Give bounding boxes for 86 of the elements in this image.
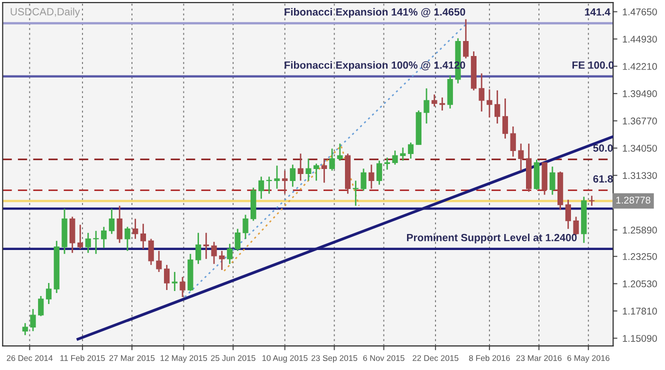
candlestick — [180, 276, 186, 298]
y-tick-label: 1.39490 — [622, 90, 657, 98]
x-tick-label: 10 Aug 2015 — [262, 355, 308, 363]
candlestick — [266, 176, 272, 194]
candlestick — [337, 142, 343, 162]
candlestick — [77, 224, 84, 250]
candlestick — [486, 88, 492, 118]
candlestick — [140, 223, 146, 250]
candlestick — [352, 180, 358, 206]
y-tick-label: 1.34050 — [622, 144, 657, 152]
candlestick — [314, 162, 320, 182]
x-tick-label: 22 Dec 2015 — [412, 355, 458, 361]
annotation: Prominent Support Level at 1.2400 — [407, 234, 577, 244]
candlestick — [195, 232, 202, 265]
candlestick — [226, 243, 233, 265]
candlestick — [494, 90, 500, 124]
y-tick-label: 1.23250 — [622, 253, 657, 260]
candlestick — [258, 176, 264, 200]
x-tick-label: 23 Mar 2016 — [516, 355, 562, 361]
candlestick — [203, 232, 209, 260]
candlestick — [439, 96, 446, 112]
x-tick-label: 6 May 2016 — [567, 355, 610, 363]
x-tick-label: 27 Mar 2015 — [109, 355, 155, 361]
candlestick — [46, 282, 52, 305]
candlestick — [38, 295, 44, 317]
candlestick — [298, 152, 304, 182]
candlestick — [132, 218, 138, 240]
candlestick — [588, 195, 595, 206]
candlestick — [424, 88, 430, 124]
candlestick — [510, 126, 516, 158]
candlestick — [368, 164, 374, 190]
candlestick — [274, 164, 280, 190]
candlestick — [432, 94, 438, 108]
candlestick — [124, 226, 130, 252]
x-tick-label: 26 Dec 2014 — [6, 355, 53, 361]
candlestick — [164, 264, 170, 291]
candlestick — [101, 226, 107, 249]
x-tick-label: 23 Sep 2015 — [311, 355, 358, 363]
x-tick-label: 11 Feb 2015 — [60, 354, 105, 361]
candlestick — [565, 199, 571, 230]
candlestick — [321, 158, 328, 184]
annotation: Fibonacci Expansion 141% @ 1.4650 — [284, 8, 466, 18]
y-tick-label: 1.31330 — [622, 172, 657, 179]
candlestick — [463, 18, 469, 60]
candlestick — [242, 214, 248, 240]
candlestick — [234, 228, 240, 252]
candlestick — [211, 241, 217, 265]
x-tick-label: 25 Jun 2015 — [210, 355, 256, 361]
x-tick-label: 12 May 2015 — [160, 355, 208, 363]
y-tick-label: 1.42210 — [622, 63, 657, 70]
candlestick — [108, 208, 115, 235]
y-tick-label: 1.17810 — [622, 308, 657, 315]
candlestick — [148, 238, 154, 266]
candlestick — [502, 98, 508, 140]
y-tick-label: 1.47650 — [622, 8, 657, 16]
candlestick — [219, 250, 225, 271]
candlestick — [550, 166, 556, 196]
y-tick-label: 1.15090 — [622, 334, 657, 342]
candlestick — [282, 170, 288, 194]
candlestick — [408, 142, 414, 160]
x-tick-label: 6 Nov 2015 — [363, 355, 404, 361]
candlestick — [93, 230, 99, 255]
y-tick-label: 1.44930 — [622, 36, 657, 43]
annotation: 141.4 — [585, 8, 610, 16]
candlestick — [392, 150, 398, 166]
candlestick — [22, 322, 28, 336]
candlestick — [518, 142, 524, 172]
candlestick — [306, 158, 312, 182]
candlestick — [376, 160, 382, 186]
candlestick — [384, 156, 390, 170]
candlestick — [116, 205, 122, 244]
candlestick — [360, 168, 366, 192]
candlestick — [478, 72, 484, 112]
candlestick — [172, 271, 178, 292]
candlestick — [156, 250, 162, 273]
ref-line-label: 1.28778 — [616, 196, 650, 204]
candlestick — [290, 164, 296, 188]
y-tick-label: 1.20530 — [622, 280, 657, 288]
candlestick — [400, 146, 406, 162]
x-tick-label: 8 Feb 2016 — [469, 354, 510, 361]
chart-title: USDCAD,Daily — [10, 8, 80, 18]
candlestick — [30, 308, 36, 332]
candlestick — [329, 148, 335, 172]
candlestick — [85, 232, 91, 254]
y-tick-label: 1.36770 — [622, 118, 657, 124]
y-tick-label: 1.25890 — [622, 226, 657, 234]
